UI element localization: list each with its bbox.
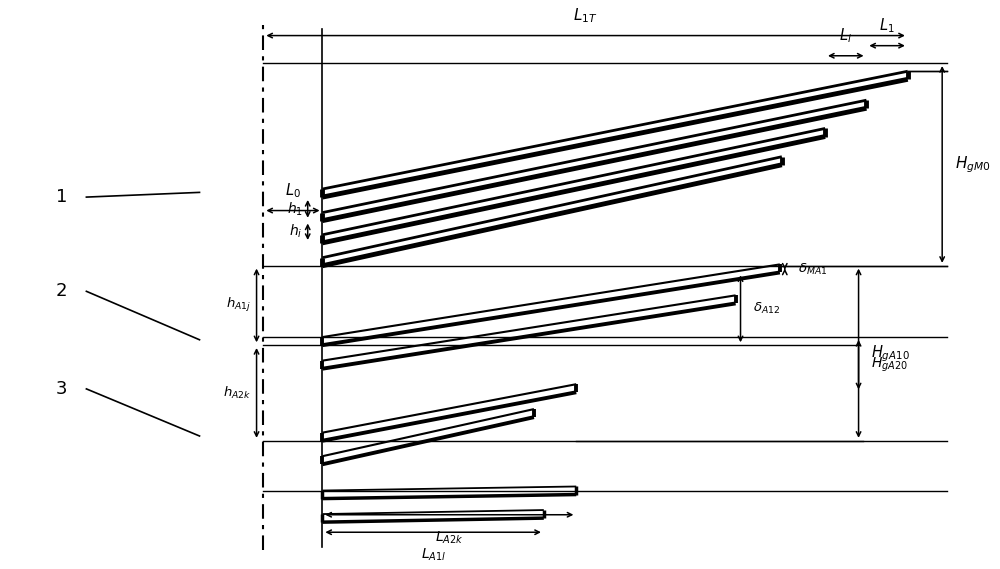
Text: $L_0$: $L_0$: [285, 181, 301, 200]
Text: $\delta_{MA1}$: $\delta_{MA1}$: [798, 262, 827, 277]
Text: $H_{gA10}$: $H_{gA10}$: [871, 343, 910, 364]
Text: $h_{A2k}$: $h_{A2k}$: [223, 385, 252, 401]
Text: $L_{1T}$: $L_{1T}$: [573, 6, 598, 25]
Text: 1: 1: [56, 188, 67, 206]
Text: $L_{A1l}$: $L_{A1l}$: [421, 547, 446, 563]
Text: $L_1$: $L_1$: [879, 16, 895, 35]
Text: $\delta_{A12}$: $\delta_{A12}$: [753, 301, 781, 316]
Text: $H_{gA20}$: $H_{gA20}$: [871, 356, 908, 374]
Text: 3: 3: [56, 380, 68, 398]
Text: $L_i$: $L_i$: [839, 26, 852, 45]
Text: $h_1$: $h_1$: [287, 200, 303, 217]
Text: $L_{A2k}$: $L_{A2k}$: [435, 530, 464, 546]
Text: $h_{A1j}$: $h_{A1j}$: [226, 296, 252, 315]
Text: 2: 2: [56, 282, 68, 300]
Text: $H_{gM0}$: $H_{gM0}$: [955, 154, 991, 175]
Text: $h_i$: $h_i$: [289, 223, 303, 241]
